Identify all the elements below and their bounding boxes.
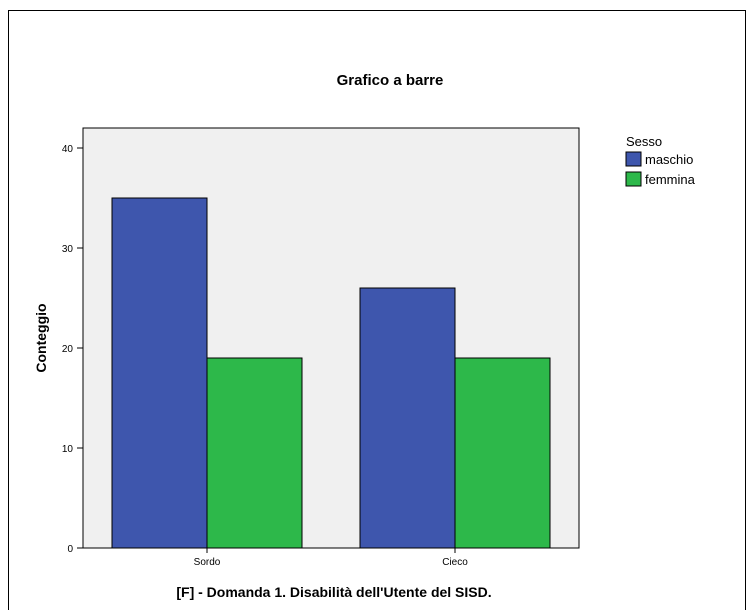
x-axis-label: [F] - Domanda 1. Disabilità dell'Utente … (176, 584, 491, 600)
legend-swatch-femmina (625, 171, 642, 187)
x-axis: Sordo Cieco (194, 548, 468, 568)
legend-swatch-maschio (625, 151, 642, 167)
x-tick-label: Sordo (194, 557, 221, 568)
y-tick-label: 40 (62, 144, 74, 155)
y-tick-label: 0 (67, 544, 73, 555)
bar-femmina-sordo (206, 357, 303, 549)
bar-femmina-cieco (454, 357, 551, 549)
bar-maschio-cieco (359, 287, 456, 549)
legend-label-femmina: femmina (645, 172, 696, 187)
x-tick-label: Cieco (442, 557, 468, 568)
y-axis: 0 10 20 30 40 (62, 144, 83, 555)
y-tick-label: 10 (62, 444, 74, 455)
y-axis-label: Conteggio (33, 303, 49, 372)
legend: Sesso maschio femmina (625, 134, 696, 187)
bar-maschio-sordo (111, 197, 208, 549)
y-tick-label: 20 (62, 344, 74, 355)
legend-label-maschio: maschio (645, 152, 693, 167)
chart-title: Grafico a barre (337, 72, 444, 89)
y-tick-label: 30 (62, 244, 74, 255)
bars-group (111, 197, 551, 549)
legend-title: Sesso (626, 134, 662, 149)
